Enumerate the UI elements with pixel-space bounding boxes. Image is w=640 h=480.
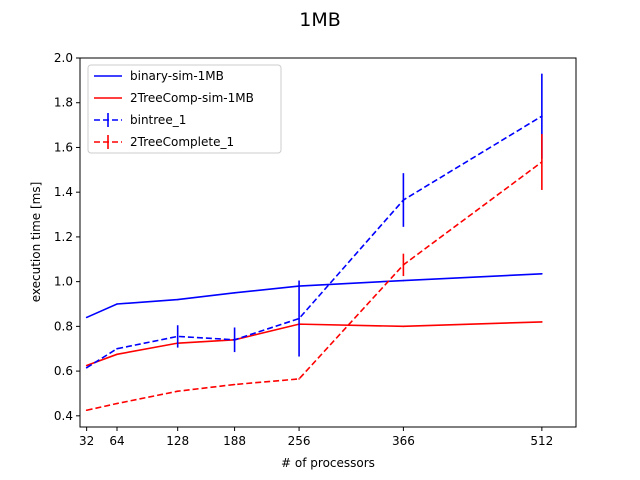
y-tick-label: 1.6 [54,140,73,154]
legend-entry: binary-sim-1MB [94,69,224,83]
y-tick-label: 0.8 [54,319,73,333]
data-point [402,279,405,282]
y-tick-label: 1.0 [54,275,73,289]
data-point [85,316,88,319]
legend-label: 2TreeComp-sim-1MB [130,91,254,105]
data-point [233,292,236,294]
x-tick-label: 64 [109,434,124,448]
y-tick-label: 1.8 [54,96,73,110]
data-point [402,325,405,328]
data-point [85,409,88,412]
plot-area [85,73,543,412]
y-tick-label: 2.0 [54,51,73,65]
x-axis-label: # of processors [281,456,375,470]
x-tick-label: 128 [166,434,189,448]
data-point [116,353,118,356]
x-tick-label: 32 [79,434,94,448]
legend-entry: bintree_1 [94,113,186,127]
legend: binary-sim-1MB 2TreeComp-sim-1MB bintree_1… [87,64,282,154]
x-tick-label: 366 [392,434,415,448]
y-tick-label: 1.4 [54,185,73,199]
series-2TreeComplete_1 [85,134,543,412]
y-axis-label: execution time [ms] [29,182,43,303]
y-axis: 0.4 0.6 0.8 1.0 1.2 1.4 1.6 1.8 2.0 [54,51,80,423]
chart-title: 1MB [299,9,341,31]
legend-label: bintree_1 [130,113,186,127]
data-point [541,273,543,275]
x-tick-label: 188 [223,434,246,448]
data-point [233,383,236,386]
y-tick-label: 1.2 [54,230,73,244]
x-tick-label: 512 [530,434,553,448]
data-point [176,298,179,301]
data-point [85,364,88,367]
data-point [176,390,179,393]
data-point [541,321,543,323]
y-tick-label: 0.6 [54,364,73,378]
data-point [116,402,118,405]
data-point [116,347,118,350]
legend-label: binary-sim-1MB [130,69,224,83]
x-tick-label: 256 [288,434,311,448]
data-point [85,366,88,369]
data-point [298,378,300,380]
legend-entry: 2TreeComp-sim-1MB [94,91,254,105]
x-axis: 32 64 128 188 256 366 512 [79,427,553,448]
y-tick-label: 0.4 [54,409,73,423]
data-point [116,303,118,305]
axes-frame [79,57,577,428]
legend-entry: 2TreeComplete_1 [94,135,234,149]
legend-box [87,64,282,154]
legend-label: 2TreeComplete_1 [130,135,234,149]
